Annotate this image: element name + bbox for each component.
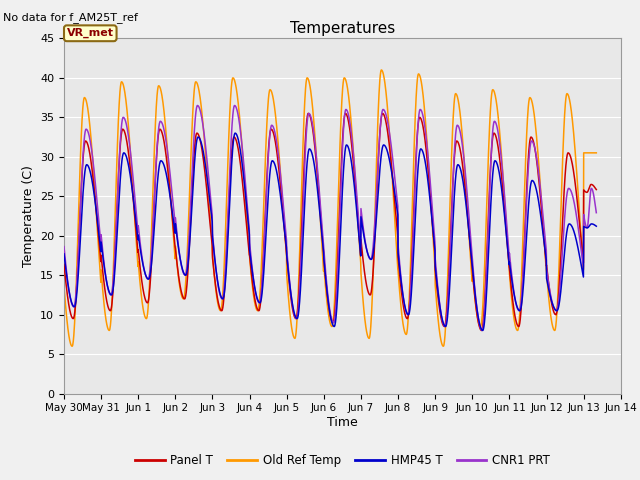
Text: No data for f_AM25T_ref: No data for f_AM25T_ref — [3, 12, 138, 23]
X-axis label: Time: Time — [327, 416, 358, 429]
Legend: Panel T, Old Ref Temp, HMP45 T, CNR1 PRT: Panel T, Old Ref Temp, HMP45 T, CNR1 PRT — [131, 449, 554, 472]
Y-axis label: Temperature (C): Temperature (C) — [22, 165, 35, 267]
Text: VR_met: VR_met — [67, 28, 114, 38]
Title: Temperatures: Temperatures — [290, 21, 395, 36]
